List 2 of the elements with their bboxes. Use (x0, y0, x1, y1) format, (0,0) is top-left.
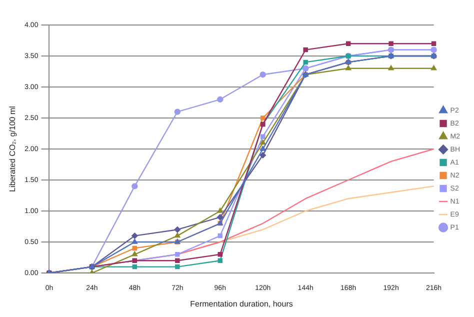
x-axis-title: Fermentation duration, hours (190, 299, 293, 308)
y-axis-title: Liberated CO₂, g/100 ml (8, 106, 18, 192)
